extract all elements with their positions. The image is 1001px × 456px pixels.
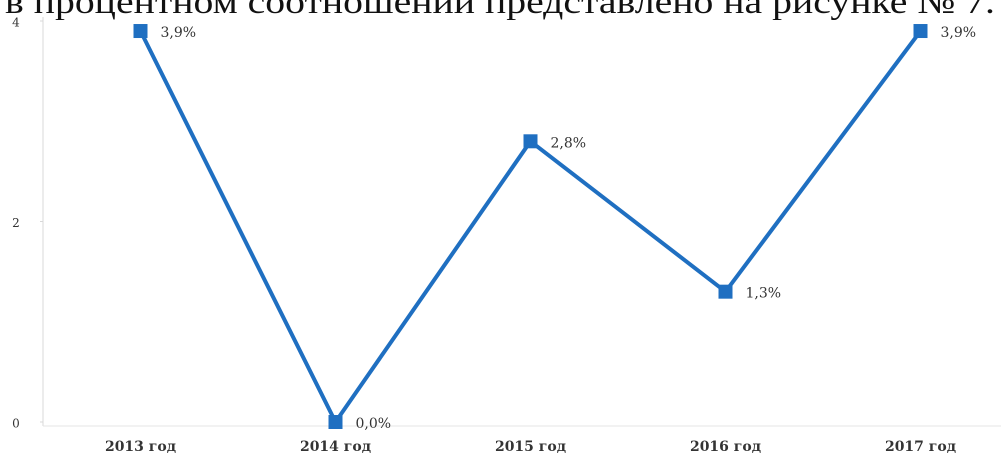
data-label: 3,9% [161, 25, 197, 41]
caption: в процентном соотношении представлено на… [5, 0, 995, 21]
data-label: 0,0% [356, 416, 392, 432]
x-tick-label: 2016 год [690, 439, 761, 455]
y-tick-label: 4 [12, 16, 20, 30]
y-tick-label: 2 [12, 216, 20, 230]
data-label: 1,3% [746, 286, 782, 302]
data-label: 2,8% [551, 135, 587, 151]
marker [718, 284, 733, 299]
line [138, 29, 923, 424]
x-tick-label: 2013 год [105, 439, 176, 455]
marker [523, 134, 538, 149]
marker [913, 24, 928, 39]
x-tick-label: 2017 год [885, 439, 956, 455]
marker [328, 415, 343, 429]
x-tick-label: 2015 год [495, 439, 566, 455]
data-label: 3,9% [941, 25, 977, 41]
y-tick-label: 0 [12, 417, 20, 431]
x-tick-label: 2014 год [300, 439, 371, 455]
marker [133, 24, 148, 39]
